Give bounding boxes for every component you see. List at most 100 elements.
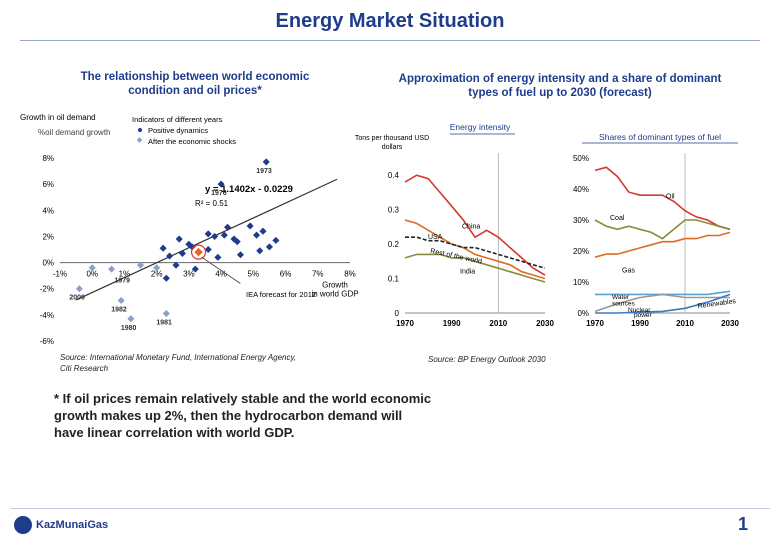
- page-title: Energy Market Situation: [275, 10, 505, 32]
- x-tick-label: 8%: [344, 270, 356, 279]
- fuel-title: Shares of dominant types of fuel: [599, 132, 721, 142]
- series-line-renewables: [595, 293, 731, 314]
- x-tick-label: 5%: [248, 270, 260, 279]
- x-tick-label: 7%: [312, 270, 324, 279]
- y-axis-title: Growth in oil demand: [20, 113, 96, 122]
- data-point-shock: [127, 315, 135, 323]
- y-tick-label: 0.3: [388, 206, 400, 215]
- series-line-india: [404, 253, 546, 283]
- data-point-positive: [272, 236, 280, 244]
- y-tick-label: -4%: [40, 311, 54, 320]
- label-china: China: [462, 224, 480, 231]
- year-label: 1976: [211, 190, 227, 197]
- x-tick-label: -1%: [53, 270, 67, 279]
- y-tick-label: -6%: [40, 337, 54, 346]
- x-tick-label: 1990: [443, 319, 461, 328]
- data-point-positive: [224, 223, 232, 231]
- legend-title: Indicators of different years: [132, 115, 223, 124]
- x-tick-label: 1%: [119, 270, 131, 279]
- y-tick-label: -2%: [40, 285, 54, 294]
- data-point-shock: [162, 310, 170, 318]
- x-tick-label: 1970: [396, 319, 414, 328]
- x-tick-label: 2030: [536, 319, 554, 328]
- series-line-oil: [594, 166, 731, 231]
- forecast-label: IEA forecast for 2012: [246, 290, 316, 299]
- series-line-usa: [404, 219, 546, 280]
- forecast-point: [194, 247, 203, 257]
- regression-equation: y = 1.1402x - 0.0229: [205, 184, 293, 195]
- r-squared-label: R² = 0.51: [195, 199, 229, 208]
- year-label: 1979: [114, 278, 130, 285]
- scatter-chart: Growth in oil demand %oil demand growth In…: [20, 113, 359, 346]
- data-point-positive: [230, 235, 238, 243]
- data-point-shock: [75, 285, 83, 293]
- data-point-positive: [159, 244, 167, 252]
- data-point-positive: [217, 180, 225, 188]
- logo-text: KazMunaiGas: [36, 518, 109, 531]
- footnote: * If oil prices remain relatively stable…: [54, 391, 432, 440]
- data-point-positive: [162, 274, 170, 282]
- intensity-title: Energy intensity: [450, 122, 511, 132]
- y-tick-label: 0%: [577, 309, 589, 318]
- x-axis-title: Growth: [322, 280, 348, 289]
- data-point-positive: [265, 243, 273, 251]
- data-point-positive: [220, 231, 228, 239]
- label-usa: USA: [428, 234, 443, 241]
- y-tick-label: 20%: [573, 247, 589, 256]
- data-point-positive: [204, 245, 212, 254]
- label-water-sources: Water: [612, 294, 630, 301]
- y-axis-subtitle: %oil demand growth: [38, 128, 110, 137]
- series-line-gas: [594, 231, 731, 258]
- data-point-positive: [262, 158, 270, 166]
- data-point-positive: [204, 230, 212, 238]
- data-point-positive: [191, 265, 199, 273]
- x-tick-label: 2010: [676, 319, 694, 328]
- label-oil: Oil: [666, 193, 675, 200]
- year-label: 2009: [69, 295, 85, 302]
- data-point-positive: [253, 231, 261, 239]
- data-point-positive: [236, 251, 244, 259]
- label-gas: Gas: [622, 268, 635, 275]
- y-tick-label: 8%: [42, 154, 54, 163]
- data-point-shock: [137, 261, 145, 269]
- label-water-sources-2: sources: [612, 300, 636, 307]
- year-label: 1982: [111, 306, 127, 313]
- y-tick-label: 0: [395, 309, 400, 318]
- y-tick-label: 6%: [42, 180, 54, 189]
- data-point-positive: [166, 252, 174, 260]
- left-source: Source: International Monetary Fund, Int…: [60, 353, 297, 373]
- data-point-positive: [246, 222, 254, 230]
- series-line-coal: [594, 219, 731, 240]
- forecast-pointer: [201, 256, 241, 284]
- y-tick-label: 4%: [42, 206, 54, 215]
- title-divider: [20, 40, 760, 41]
- data-point-positive: [211, 232, 219, 240]
- data-point-positive: [259, 227, 267, 235]
- x-tick-label: 0%: [86, 270, 98, 279]
- x-tick-label: 6%: [280, 270, 292, 279]
- year-label: 1980: [121, 325, 137, 332]
- data-point-shock: [153, 264, 161, 272]
- x-tick-label: 1970: [586, 319, 604, 328]
- data-point-positive: [172, 261, 180, 269]
- footer-divider: [10, 508, 770, 509]
- y-tick-label: 0.2: [388, 240, 400, 249]
- trend-line: [75, 178, 338, 301]
- intensity-ylabel: Tons per thousand USD: [355, 135, 429, 142]
- y-tick-label: 0.4: [388, 171, 400, 180]
- company-logo: KazMunaiGas: [14, 516, 108, 534]
- data-point-shock: [108, 265, 116, 273]
- legend-positive-marker: [138, 128, 142, 132]
- legend-shock-label: After the economic shocks: [148, 137, 236, 146]
- x-axis-title-unit: in world GDP: [311, 290, 358, 299]
- y-tick-label: 50%: [573, 154, 589, 163]
- energy-intensity-chart: Energy intensity Tons per thousand USD dol…: [355, 122, 555, 328]
- data-point-positive: [175, 235, 183, 243]
- data-point-positive: [178, 249, 186, 257]
- forecast-circle: [190, 244, 207, 260]
- right-chart-title: Approximation of energy intensity and a …: [398, 73, 722, 99]
- x-tick-label: 1990: [631, 319, 649, 328]
- year-label: 1981: [156, 320, 172, 327]
- label-renewables: Renewables: [697, 298, 737, 310]
- intensity-ylabel-2: dollars: [382, 144, 403, 151]
